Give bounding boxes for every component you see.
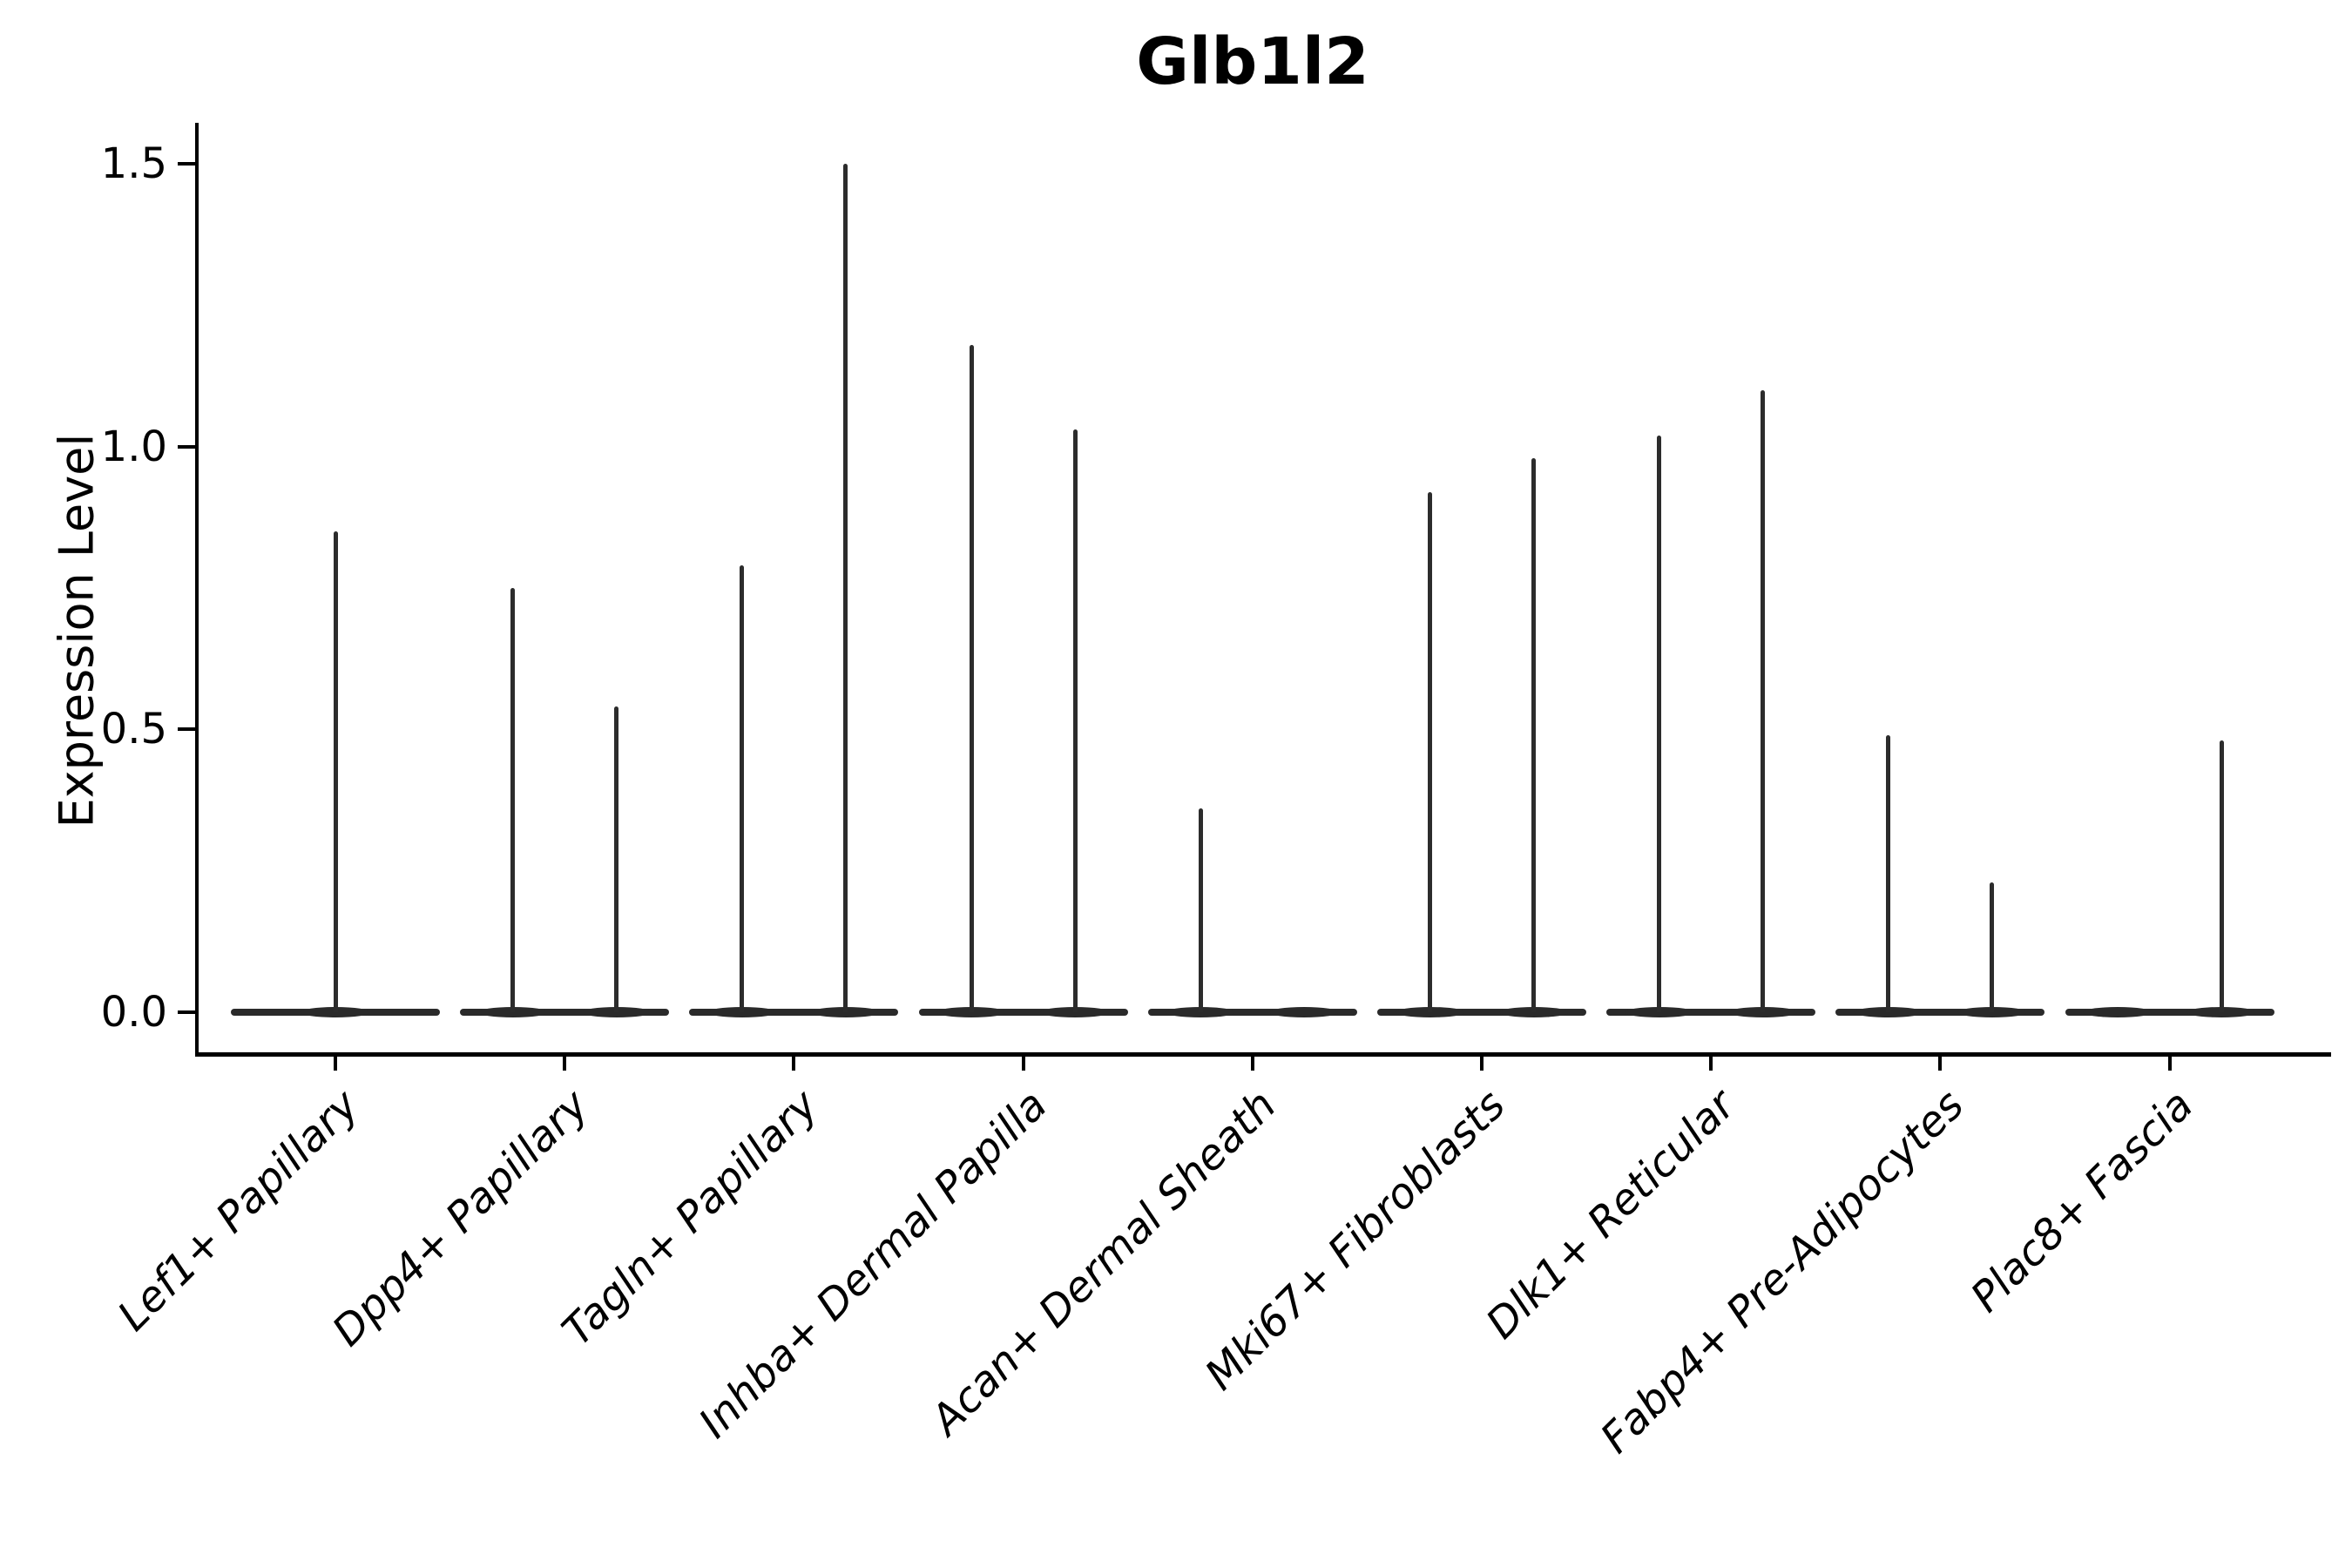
- violin-spike: [614, 706, 619, 1012]
- y-tick-mark: [178, 162, 197, 166]
- x-tick-label: Fabp4+ Pre-Adipocytes: [1592, 1080, 1974, 1463]
- violin-spike: [1531, 457, 1536, 1012]
- y-axis-label: Expression Level: [49, 433, 105, 828]
- violin-base-bump: [1166, 1007, 1236, 1017]
- violin-baseline: [1835, 1009, 2045, 1016]
- x-tick-mark: [1250, 1057, 1254, 1071]
- violin-base-bump: [810, 1007, 881, 1017]
- x-tick-mark: [2167, 1057, 2172, 1071]
- violin-base-bump: [1395, 1007, 1465, 1017]
- violin-base-bump: [1853, 1007, 1923, 1017]
- x-tick-mark: [792, 1057, 796, 1071]
- violin-spike: [969, 344, 974, 1012]
- violin-spike: [740, 565, 745, 1012]
- x-tick-label: Dlk1+ Reticular: [1477, 1080, 1745, 1348]
- violin-base-bump: [1269, 1007, 1340, 1017]
- violin-base-bump: [706, 1007, 777, 1017]
- violin-baseline: [918, 1009, 1128, 1016]
- x-tick-mark: [1480, 1057, 1484, 1071]
- violin-spike: [1761, 389, 1766, 1012]
- violin-base-bump: [1624, 1007, 1694, 1017]
- violin-base-bump: [477, 1007, 548, 1017]
- x-axis-spine: [195, 1052, 2331, 1057]
- violin-spike: [1886, 734, 1891, 1012]
- y-tick-mark: [178, 444, 197, 449]
- violin-spike: [1428, 491, 1432, 1012]
- y-tick-label: 0.5: [100, 705, 167, 754]
- violin-baseline: [2065, 1009, 2274, 1016]
- violin-spike: [1990, 882, 1995, 1012]
- x-tick-mark: [563, 1057, 567, 1071]
- y-tick-label: 0.0: [100, 988, 167, 1037]
- violin-spike: [1657, 435, 1662, 1012]
- violin-baseline: [460, 1009, 670, 1016]
- y-axis-spine: [195, 123, 199, 1057]
- violin-spike: [1198, 808, 1203, 1012]
- violin-spike: [1072, 429, 1078, 1012]
- x-tick-label: Plac8+ Fascia: [1962, 1080, 2203, 1322]
- violin-base-bump: [301, 1007, 370, 1017]
- violin-base-bump: [1040, 1007, 1111, 1017]
- violin-base-bump: [1957, 1007, 2027, 1017]
- y-tick-label: 1.5: [100, 139, 167, 189]
- y-tick-mark: [178, 727, 197, 732]
- violin-base-bump: [936, 1007, 1007, 1017]
- violin-base-bump: [2083, 1007, 2153, 1017]
- x-tick-label: Lef1+ Papillary: [109, 1080, 369, 1341]
- x-tick-label: Dpp4+ Papillary: [322, 1080, 598, 1356]
- x-tick-mark: [1709, 1057, 1713, 1071]
- violin-spike: [510, 588, 516, 1012]
- y-tick-mark: [178, 1010, 197, 1014]
- violin-spike: [843, 164, 848, 1012]
- violin-spike: [333, 531, 338, 1012]
- chart-title: Glb1l2: [1136, 24, 1369, 99]
- x-tick-mark: [334, 1057, 337, 1071]
- x-tick-mark: [1938, 1057, 1943, 1071]
- violin-base-bump: [2186, 1007, 2257, 1017]
- x-tick-label: Tagln+ Papillary: [552, 1080, 828, 1355]
- violin-baseline: [1377, 1009, 1586, 1016]
- violin-base-bump: [1727, 1007, 1798, 1017]
- violin-baseline: [1606, 1009, 1816, 1016]
- x-tick-mark: [1021, 1057, 1025, 1071]
- violin-baseline: [689, 1009, 899, 1016]
- violin-baseline: [1147, 1009, 1357, 1016]
- violin-base-bump: [1498, 1007, 1569, 1017]
- violin-base-bump: [581, 1007, 652, 1017]
- violin-spike: [2219, 740, 2224, 1012]
- y-tick-label: 1.0: [100, 422, 167, 471]
